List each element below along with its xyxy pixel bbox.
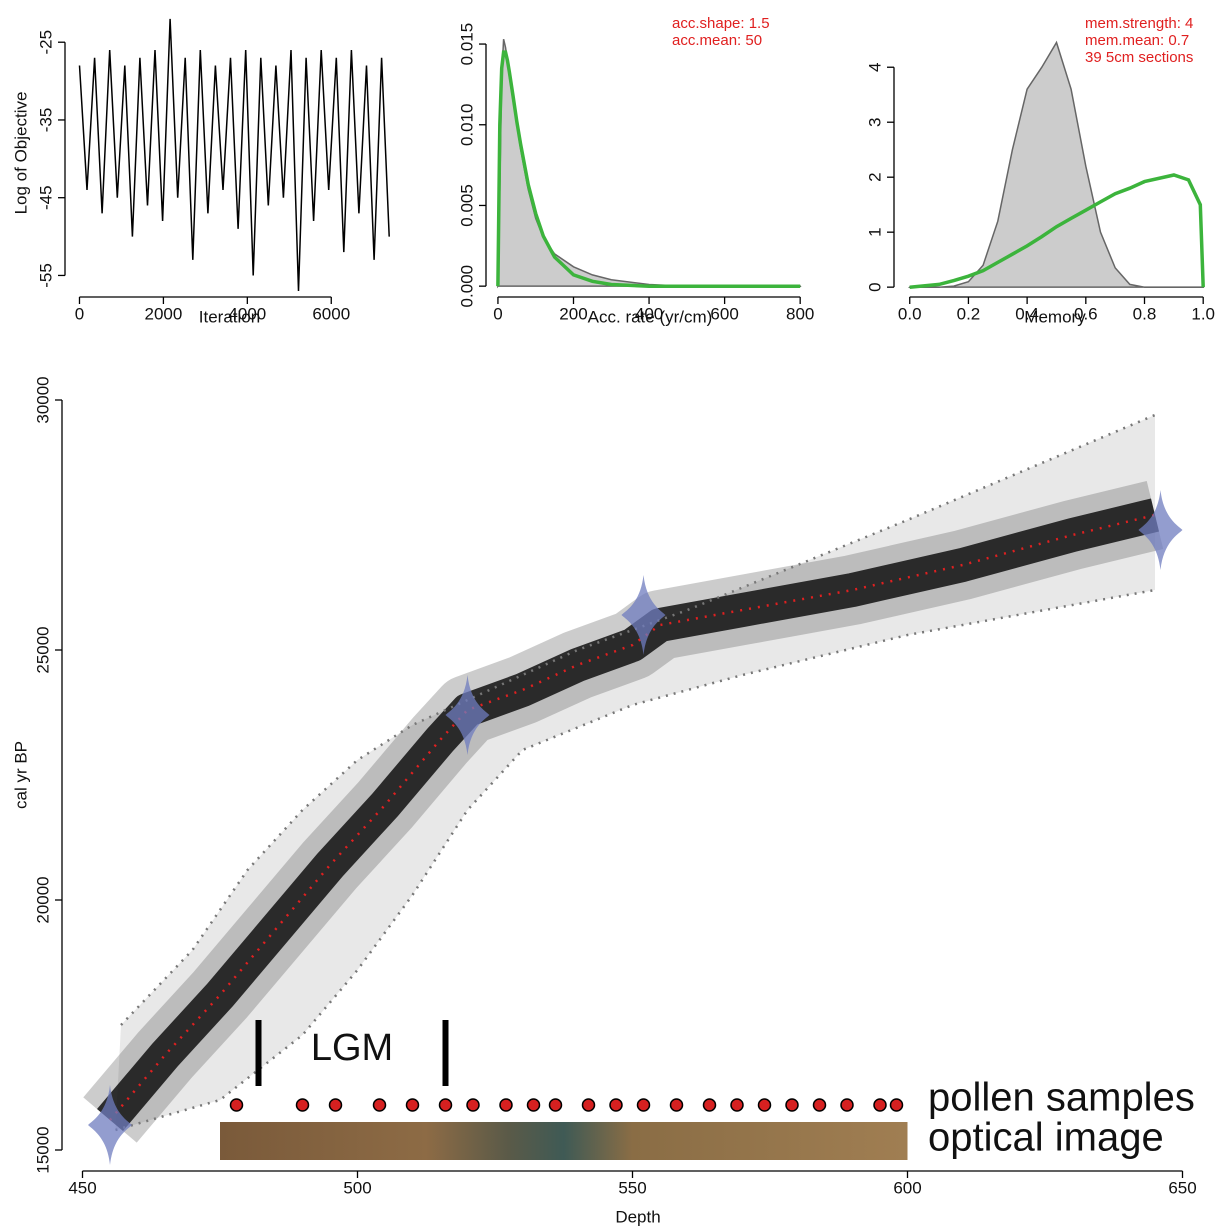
y-axis-label: cal yr BP bbox=[11, 741, 30, 809]
x-axis-label: Depth bbox=[615, 1207, 660, 1226]
pollen-sample bbox=[499, 1098, 513, 1112]
x-tick-label: 0 bbox=[493, 304, 502, 323]
pollen-sample bbox=[636, 1098, 651, 1112]
pollen-sample bbox=[873, 1098, 887, 1112]
x-tick-label: 0.2 bbox=[957, 304, 981, 323]
pollen-sample bbox=[785, 1098, 799, 1112]
x-tick-label: 0.4 bbox=[1015, 304, 1039, 323]
pollen-sample bbox=[526, 1098, 541, 1112]
y-tick-label: -45 bbox=[36, 185, 55, 210]
y-tick-label: 1 bbox=[865, 227, 884, 236]
pollen-sample bbox=[840, 1098, 854, 1112]
x-tick-label: 800 bbox=[786, 304, 814, 323]
x-tick-label: 0.8 bbox=[1133, 304, 1157, 323]
y-tick-label: 25000 bbox=[33, 626, 52, 673]
y-tick-label: 2 bbox=[865, 172, 884, 181]
pollen-sample bbox=[328, 1098, 343, 1112]
pollen-sample bbox=[889, 1098, 904, 1112]
trace-line bbox=[78, 18, 390, 292]
x-tick-label: 1.0 bbox=[1191, 304, 1215, 323]
y-tick-label: 0.005 bbox=[457, 184, 476, 227]
age-range-line bbox=[120, 413, 1156, 1026]
x-axis-label: Memory bbox=[1024, 307, 1086, 326]
x-tick-label: 0.0 bbox=[898, 304, 922, 323]
x-tick-label: 400 bbox=[635, 304, 663, 323]
y-tick-label: -55 bbox=[36, 263, 55, 288]
pollen-sample bbox=[581, 1098, 596, 1112]
x-tick-label: 650 bbox=[1168, 1178, 1196, 1197]
pollen-sample bbox=[757, 1098, 772, 1112]
pollen-sample bbox=[229, 1098, 244, 1112]
pollen-sample bbox=[669, 1098, 684, 1112]
pollen-sample bbox=[812, 1098, 827, 1112]
date-distribution bbox=[1138, 490, 1183, 570]
x-tick-label: 500 bbox=[343, 1178, 371, 1197]
optical-image bbox=[220, 1122, 908, 1160]
annotation: 39 5cm sections bbox=[1085, 49, 1193, 66]
x-tick-label: 4000 bbox=[228, 304, 266, 323]
y-tick-label: 20000 bbox=[33, 876, 52, 923]
density-line bbox=[496, 50, 801, 288]
pollen-sample bbox=[438, 1098, 453, 1112]
pollen-sample bbox=[548, 1098, 563, 1112]
date-distribution bbox=[621, 575, 666, 655]
pollen-sample bbox=[372, 1098, 387, 1112]
y-axis-label: Log of Objective bbox=[11, 92, 30, 215]
pollen-sample bbox=[405, 1098, 420, 1112]
optical-image-label: optical image bbox=[928, 1116, 1164, 1160]
x-tick-label: 450 bbox=[68, 1178, 96, 1197]
x-tick-label: 6000 bbox=[312, 304, 350, 323]
x-tick-label: 2000 bbox=[144, 304, 182, 323]
y-tick-label: 0.000 bbox=[457, 265, 476, 308]
y-tick-label: 0.010 bbox=[457, 103, 476, 146]
annotation: acc.mean: 50 bbox=[672, 32, 762, 49]
x-tick-label: 200 bbox=[559, 304, 587, 323]
y-tick-label: -35 bbox=[36, 108, 55, 133]
pollen-sample bbox=[730, 1098, 744, 1112]
x-tick-label: 600 bbox=[893, 1178, 921, 1197]
y-tick-label: 0.015 bbox=[457, 23, 476, 66]
density-line bbox=[909, 173, 1205, 289]
y-tick-label: 0 bbox=[865, 282, 884, 291]
y-tick-label: 15000 bbox=[33, 1126, 52, 1173]
annotation: acc.shape: 1.5 bbox=[672, 15, 770, 32]
lgm-label: LGM bbox=[311, 1027, 393, 1069]
y-tick-label: -25 bbox=[36, 30, 55, 55]
pollen-sample bbox=[702, 1098, 717, 1112]
y-tick-label: 4 bbox=[865, 62, 884, 71]
pollen-sample bbox=[466, 1098, 480, 1112]
density-area bbox=[908, 40, 1205, 288]
x-axis-label: Iteration bbox=[199, 307, 260, 326]
x-tick-label: 600 bbox=[710, 304, 738, 323]
pollen-label: pollen samples bbox=[928, 1076, 1195, 1120]
x-tick-label: 0.6 bbox=[1074, 304, 1098, 323]
age-band bbox=[97, 498, 1160, 1131]
y-tick-label: 3 bbox=[865, 117, 884, 126]
x-axis-label: Acc. rate (yr/cm) bbox=[588, 307, 713, 326]
x-tick-label: 550 bbox=[618, 1178, 646, 1197]
annotation: mem.strength: 4 bbox=[1085, 15, 1193, 32]
pollen-sample bbox=[295, 1098, 310, 1112]
x-tick-label: 0 bbox=[75, 304, 84, 323]
date-distribution bbox=[445, 675, 490, 755]
pollen-sample bbox=[609, 1098, 623, 1112]
density-area bbox=[497, 39, 802, 289]
annotation: mem.mean: 0.7 bbox=[1085, 32, 1189, 49]
y-tick-label: 30000 bbox=[33, 376, 52, 423]
date-distribution bbox=[88, 1085, 132, 1165]
